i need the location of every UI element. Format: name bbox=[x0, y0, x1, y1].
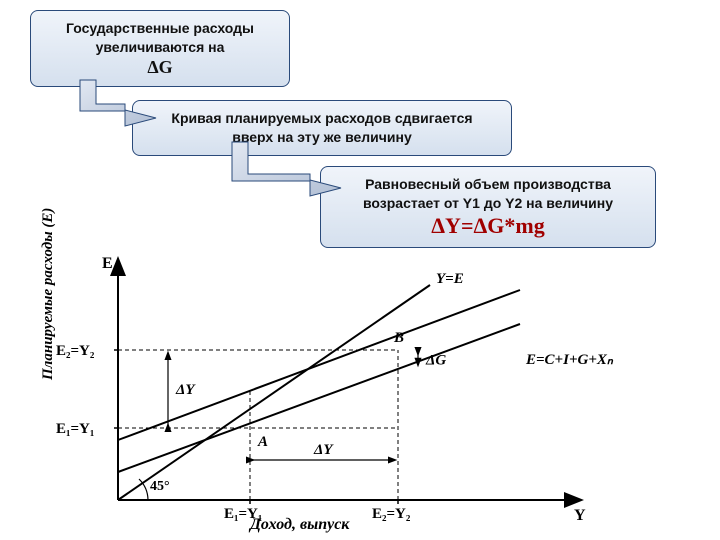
box2-line2: вверх на эту же величину bbox=[147, 128, 497, 147]
y-axis-label: Планируемые расходы (E) bbox=[40, 208, 57, 380]
svg-text:Y: Y bbox=[574, 507, 586, 524]
svg-text:ΔY: ΔY bbox=[313, 442, 334, 458]
svg-text:B: B bbox=[393, 330, 404, 346]
box-curve-shift: Кривая планируемых расходов сдвигается в… bbox=[132, 100, 512, 156]
box3-line2: возрастает от Y1 до Y2 на величину bbox=[335, 194, 641, 213]
svg-text:ΔG: ΔG bbox=[425, 352, 446, 368]
svg-text:E₂=Y₂: E₂=Y₂ bbox=[372, 506, 411, 522]
svg-text:E=C+I+G+Xₙ: E=C+I+G+Xₙ bbox=[525, 352, 614, 368]
svg-text:E₂=Y₂: E₂=Y₂ bbox=[56, 343, 95, 359]
svg-text:A: A bbox=[257, 434, 268, 450]
box-equilibrium: Равновесный объем производства возрастае… bbox=[320, 166, 656, 248]
box1-line1: Государственные расходы bbox=[45, 19, 275, 38]
box-gov-spending: Государственные расходы увеличиваются на… bbox=[30, 10, 290, 87]
svg-text:45°: 45° bbox=[150, 479, 170, 494]
box1-formula: ΔG bbox=[45, 57, 275, 78]
box2-line1: Кривая планируемых расходов сдвигается bbox=[147, 109, 497, 128]
box1-line2: увеличиваются на bbox=[45, 38, 275, 57]
svg-text:E: E bbox=[102, 255, 113, 272]
box3-formula: ΔY=ΔG*mg bbox=[335, 213, 641, 239]
x-axis-label: Доход, выпуск bbox=[250, 516, 349, 534]
svg-text:E₁=Y₁: E₁=Y₁ bbox=[56, 421, 94, 437]
svg-text:Y=E: Y=E bbox=[436, 271, 464, 287]
svg-text:ΔY: ΔY bbox=[175, 382, 196, 398]
box3-line1: Равновесный объем производства bbox=[335, 175, 641, 194]
